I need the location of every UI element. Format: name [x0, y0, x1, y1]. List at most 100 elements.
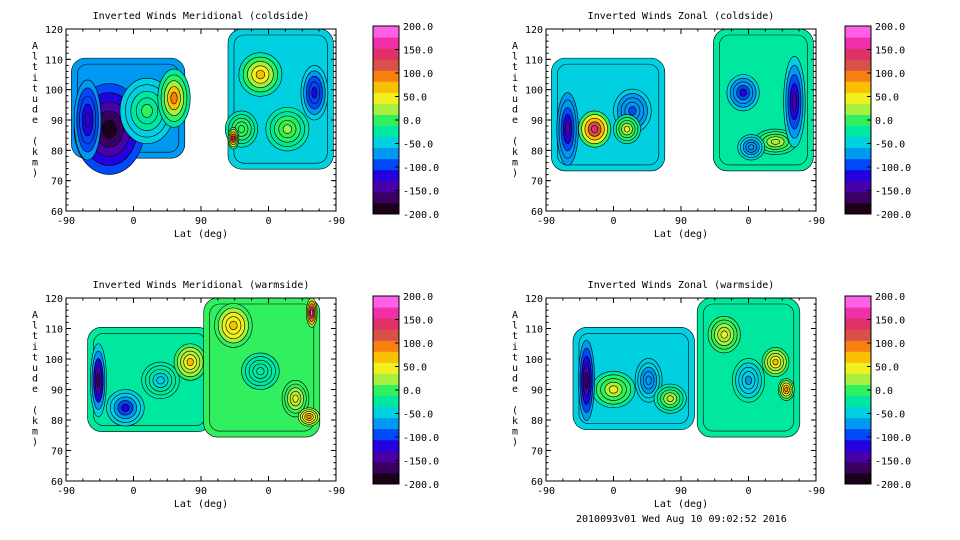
colorbar-swatch	[373, 81, 399, 93]
colorbar-tick-label: 50.0	[403, 363, 427, 374]
colorbar-tick-label: 200.0	[875, 292, 905, 303]
colorbar-tick-label: 100.0	[875, 69, 905, 80]
colorbar-swatch	[373, 103, 399, 115]
colorbar-tick-label: -150.0	[403, 457, 439, 468]
colorbar-tick-label: 200.0	[403, 292, 433, 303]
contour-level	[565, 121, 571, 137]
colorbar-swatch	[373, 439, 399, 452]
colorbar-swatch	[845, 125, 871, 138]
colorbar-swatch	[845, 296, 871, 308]
colorbar-swatch	[845, 59, 871, 71]
colorbar: 200.0 150.0 100.0 50.0 0.0 -50.0 -100.0 -150.0 -…	[844, 292, 911, 491]
x-tick-label: 0	[265, 486, 271, 497]
x-tick-label: -90	[327, 216, 345, 227]
colorbar-swatch	[373, 329, 399, 341]
colorbar-tick-label: 150.0	[403, 46, 433, 57]
y-tick-label: 110	[45, 55, 63, 66]
colorbar-swatch	[373, 147, 399, 160]
y-tick-label: 70	[51, 177, 63, 188]
colorbar-tick-label: 50.0	[875, 93, 899, 104]
y-tick-label: 80	[51, 146, 63, 157]
y-tick-label: 60	[51, 207, 63, 218]
x-tick-label: 0	[130, 486, 136, 497]
footer-timestamp: 2010093v01 Wed Aug 10 09:02:52 2016	[576, 514, 787, 525]
colorbar-swatch	[845, 202, 871, 215]
x-tick-label: 0	[610, 216, 616, 227]
colorbar-swatch	[845, 395, 871, 408]
colorbar-swatch	[845, 92, 871, 104]
colorbar-swatch	[845, 384, 871, 397]
y-tick-label: 90	[51, 386, 63, 397]
contour-level	[84, 111, 91, 129]
x-axis-label: Lat (deg)	[174, 499, 228, 510]
colorbar-swatch	[373, 296, 399, 308]
plot-panel: 60 70 80 90 100 110 120 -90 0 90 0 -90 Inverted Wind…	[32, 11, 439, 240]
contour-level	[282, 124, 293, 134]
contour-level	[141, 104, 153, 118]
contour-level	[156, 376, 165, 385]
colorbar-tick-label: -50.0	[875, 410, 905, 421]
colorbar-tick-label: 100.0	[403, 69, 433, 80]
contour-level	[170, 92, 178, 105]
colorbar-tick-label: 150.0	[875, 316, 905, 327]
colorbar-swatch	[845, 147, 871, 160]
colorbar-tick-label: -100.0	[875, 163, 911, 174]
colorbar-tick-label: -150.0	[875, 457, 911, 468]
colorbar-swatch	[373, 351, 399, 363]
colorbar-swatch	[373, 202, 399, 215]
x-tick-label: 0	[610, 486, 616, 497]
y-tick-label: 110	[525, 325, 543, 336]
colorbar-swatch	[845, 439, 871, 452]
contour-level	[96, 372, 101, 388]
x-tick-label: -90	[537, 486, 555, 497]
x-tick-label: -90	[537, 216, 555, 227]
colorbar-swatch	[845, 136, 871, 149]
x-tick-label: -90	[807, 216, 825, 227]
colorbar-swatch	[845, 461, 871, 474]
contour-level	[628, 106, 637, 116]
colorbar-swatch	[373, 92, 399, 104]
colorbar-swatch	[373, 428, 399, 441]
y-tick-label: 120	[525, 294, 543, 305]
y-tick-label: 80	[51, 416, 63, 427]
colorbar-tick-label: 50.0	[403, 93, 427, 104]
contour-level	[791, 92, 797, 112]
y-tick-label: 100	[525, 355, 543, 366]
colorbar-tick-label: -100.0	[875, 433, 911, 444]
contour-level	[101, 119, 117, 139]
plot-panel: 60 70 80 90 100 110 120 -90 0 90 0 -90 Inverted Wind…	[512, 280, 911, 510]
contour-level	[310, 309, 314, 316]
colorbar-swatch	[373, 373, 399, 385]
x-axis-label: Lat (deg)	[654, 499, 708, 510]
contour-level	[232, 135, 235, 141]
colorbar-swatch	[845, 26, 871, 38]
contour-field	[87, 298, 321, 438]
plot-panel: 60 70 80 90 100 110 120 -90 0 90 0 -90 Inverted Wind…	[512, 11, 911, 240]
colorbar-swatch	[373, 114, 399, 127]
colorbar-tick-label: 0.0	[403, 116, 421, 127]
colorbar-tick-label: -50.0	[403, 140, 433, 151]
plot-title: Inverted Winds Meridional (warmside)	[93, 280, 310, 291]
y-tick-label: 120	[45, 25, 63, 36]
colorbar-tick-label: 100.0	[875, 339, 905, 350]
contour-level	[229, 320, 238, 331]
x-tick-label: 90	[195, 216, 207, 227]
colorbar-swatch	[845, 318, 871, 330]
colorbar-swatch	[373, 70, 399, 82]
colorbar-swatch	[373, 180, 399, 193]
colorbar-swatch	[845, 48, 871, 60]
colorbar-swatch	[845, 329, 871, 341]
y-tick-label: 60	[531, 207, 543, 218]
y-tick-label: 90	[531, 116, 543, 127]
y-tick-label: 90	[51, 116, 63, 127]
contour-level	[591, 125, 599, 134]
contour-level	[186, 358, 194, 367]
colorbar-tick-label: 0.0	[875, 386, 893, 397]
colorbar-swatch	[845, 450, 871, 463]
colorbar-tick-label: 0.0	[403, 386, 421, 397]
plot-title: Inverted Winds Meridional (coldside)	[93, 11, 310, 22]
colorbar-tick-label: 200.0	[403, 22, 433, 33]
